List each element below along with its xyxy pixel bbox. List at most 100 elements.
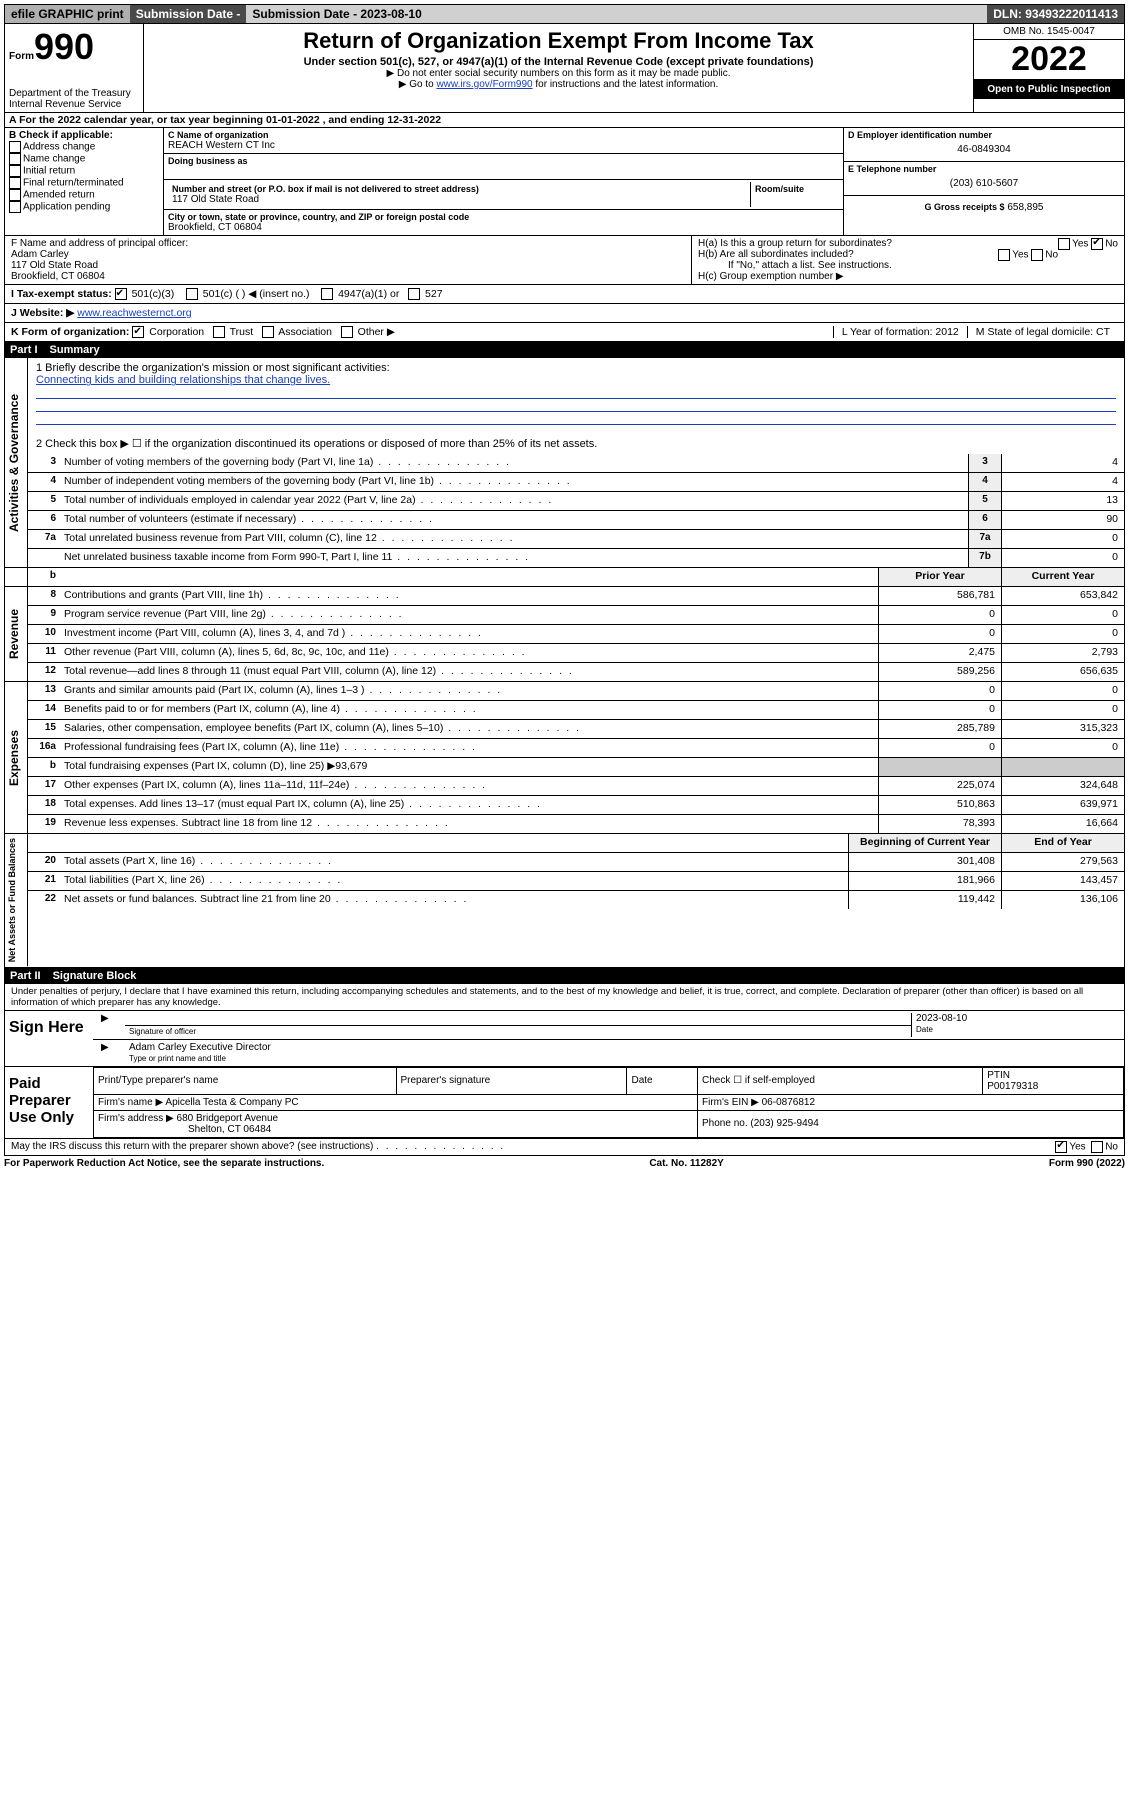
boxb-item: Initial return <box>9 165 159 177</box>
discuss-question: May the IRS discuss this return with the… <box>11 1141 1055 1153</box>
exp-row: 15Salaries, other compensation, employee… <box>28 720 1124 739</box>
gov-row: 4Number of independent voting members of… <box>28 473 1124 492</box>
exp-row: 18Total expenses. Add lines 13–17 (must … <box>28 796 1124 815</box>
pp-ein: Firm's EIN ▶ 06-0876812 <box>698 1094 1124 1110</box>
goto-note: ▶ Go to www.irs.gov/Form990 for instruct… <box>150 79 967 90</box>
pp-addr: Firm's address ▶ 680 Bridgeport AvenueSh… <box>94 1110 698 1137</box>
line-i: I Tax-exempt status: 501(c)(3) 501(c) ( … <box>4 285 1125 304</box>
vtab-expenses: Expenses <box>5 682 28 833</box>
line-k: K Form of organization: Corporation Trus… <box>4 323 1125 342</box>
signature-block: Under penalties of perjury, I declare th… <box>4 984 1125 1156</box>
rev-row: 9Program service revenue (Part VIII, lin… <box>28 606 1124 625</box>
form-title: Return of Organization Exempt From Incom… <box>150 28 967 54</box>
col-header-row: b Prior Year Current Year <box>28 568 1124 586</box>
form-header: Form990 Department of the Treasury Inter… <box>4 24 1125 113</box>
form-990-logo: Form990 <box>9 26 139 68</box>
efile-label[interactable]: efile GRAPHIC print <box>5 5 130 23</box>
top-bar: efile GRAPHIC print Submission Date - Su… <box>4 4 1125 24</box>
box-c-address: Number and street (or P.O. box if mail i… <box>164 180 843 210</box>
gov-row: 7aTotal unrelated business revenue from … <box>28 530 1124 549</box>
line-j: J Website: ▶ www.reachwesternct.org <box>4 304 1125 323</box>
pp-phone: Phone no. (203) 925-9494 <box>698 1110 1124 1137</box>
box-h-b: H(b) Are all subordinates included? Yes … <box>698 249 1118 260</box>
gov-row: 6Total number of volunteers (estimate if… <box>28 511 1124 530</box>
state-domicile: M State of legal domicile: CT <box>967 326 1118 338</box>
na-row: 20Total assets (Part X, line 16) 301,408… <box>28 853 1124 872</box>
mission-text: Connecting kids and building relationshi… <box>36 374 1116 386</box>
year-formation: L Year of formation: 2012 <box>833 326 967 338</box>
paid-preparer-table: Print/Type preparer's name Preparer's si… <box>93 1067 1124 1138</box>
omb-number: OMB No. 1545-0047 <box>974 24 1124 40</box>
paperwork-notice: For Paperwork Reduction Act Notice, see … <box>4 1158 324 1169</box>
box-b: B Check if applicable: Address changeNam… <box>5 128 164 235</box>
tax-year: 2022 <box>974 40 1124 80</box>
sign-here-label: Sign Here <box>5 1011 93 1066</box>
row-a-taxyear: A For the 2022 calendar year, or tax yea… <box>4 113 1125 128</box>
line-2: 2 Check this box ▶ ☐ if the organization… <box>36 437 1116 450</box>
pp-sig-hdr: Preparer's signature <box>396 1067 627 1094</box>
form-subtitle: Under section 501(c), 527, or 4947(a)(1)… <box>150 56 967 68</box>
part-ii-header: Part IISignature Block <box>4 968 1125 984</box>
irs-link[interactable]: www.irs.gov/Form990 <box>436 79 532 90</box>
gov-row: 3Number of voting members of the governi… <box>28 454 1124 473</box>
boxb-item: Address change <box>9 141 159 153</box>
penalty-statement: Under penalties of perjury, I declare th… <box>5 984 1124 1010</box>
box-c-city: City or town, state or province, country… <box>164 210 843 235</box>
website-link[interactable]: www.reachwesternct.org <box>77 307 191 319</box>
boxb-item: Amended return <box>9 189 159 201</box>
part-i-table: Activities & Governance 1 Briefly descri… <box>4 358 1125 568</box>
form-ref: Form 990 (2022) <box>1049 1158 1125 1169</box>
box-g-receipts: G Gross receipts $ 658,895 <box>844 196 1124 219</box>
submission-label: Submission Date - <box>130 5 247 23</box>
rev-row: 12Total revenue—add lines 8 through 11 (… <box>28 663 1124 681</box>
sig-officer-label: Signature of officer <box>129 1027 196 1036</box>
box-c-name: C Name of organization REACH Western CT … <box>164 128 843 154</box>
boxb-item: Name change <box>9 153 159 165</box>
pp-date-hdr: Date <box>627 1067 698 1094</box>
vtab-revenue: Revenue <box>5 587 28 681</box>
exp-row: 17Other expenses (Part IX, column (A), l… <box>28 777 1124 796</box>
page-footer: For Paperwork Reduction Act Notice, see … <box>4 1156 1125 1171</box>
sig-date: 2023-08-10 <box>916 1013 1116 1024</box>
box-f-label: F Name and address of principal officer: <box>11 238 188 249</box>
rev-row: 10Investment income (Part VIII, column (… <box>28 625 1124 644</box>
mission-label: 1 Briefly describe the organization's mi… <box>36 362 1116 374</box>
rev-row: 11Other revenue (Part VIII, column (A), … <box>28 644 1124 663</box>
box-d-ein: D Employer identification number 46-0849… <box>844 128 1124 162</box>
vtab-netassets: Net Assets or Fund Balances <box>5 834 28 966</box>
box-h-c: H(c) Group exemption number ▶ <box>698 271 1118 282</box>
part-i-header: Part ISummary <box>4 342 1125 358</box>
pp-firm: Firm's name ▶ Apicella Testa & Company P… <box>94 1094 698 1110</box>
exp-row: 19Revenue less expenses. Subtract line 1… <box>28 815 1124 833</box>
pp-selfemp: Check ☐ if self-employed <box>698 1067 983 1094</box>
dln: DLN: 93493222011413 <box>987 5 1124 23</box>
pp-name-hdr: Print/Type preparer's name <box>94 1067 397 1094</box>
box-c-dba: Doing business as <box>164 154 843 180</box>
exp-row: 13Grants and similar amounts paid (Part … <box>28 682 1124 701</box>
officer-name: Adam Carley <box>11 249 69 260</box>
exp-row: 16aProfessional fundraising fees (Part I… <box>28 739 1124 758</box>
vtab-governance: Activities & Governance <box>5 358 28 567</box>
box-h-b-note: If "No," attach a list. See instructions… <box>698 260 1118 271</box>
exp-16b: bTotal fundraising expenses (Part IX, co… <box>28 758 1124 777</box>
boxb-item: Final return/terminated <box>9 177 159 189</box>
rev-row: 8Contributions and grants (Part VIII, li… <box>28 587 1124 606</box>
ssn-note: ▶ Do not enter social security numbers o… <box>150 68 967 79</box>
gov-row: Net unrelated business taxable income fr… <box>28 549 1124 567</box>
open-inspection: Open to Public Inspection <box>974 80 1124 99</box>
na-row: 22Net assets or fund balances. Subtract … <box>28 891 1124 909</box>
gov-row: 5Total number of individuals employed in… <box>28 492 1124 511</box>
discuss-answer: Yes No <box>1055 1141 1118 1153</box>
box-h-a: H(a) Is this a group return for subordin… <box>698 238 1118 249</box>
box-e-phone: E Telephone number (203) 610-5607 <box>844 162 1124 196</box>
dept-treasury: Department of the Treasury Internal Reve… <box>9 88 139 110</box>
exp-row: 14Benefits paid to or for members (Part … <box>28 701 1124 720</box>
na-header-row: Beginning of Current Year End of Year <box>28 834 1124 853</box>
officer-name-title: Adam Carley Executive Director <box>129 1042 1116 1053</box>
section-f-h: F Name and address of principal officer:… <box>4 236 1125 285</box>
pp-ptin: PTINP00179318 <box>983 1067 1124 1094</box>
boxb-item: Application pending <box>9 201 159 213</box>
paid-preparer-label: Paid Preparer Use Only <box>5 1067 93 1138</box>
cat-no: Cat. No. 11282Y <box>649 1158 723 1169</box>
section-b-through-g: B Check if applicable: Address changeNam… <box>4 128 1125 236</box>
